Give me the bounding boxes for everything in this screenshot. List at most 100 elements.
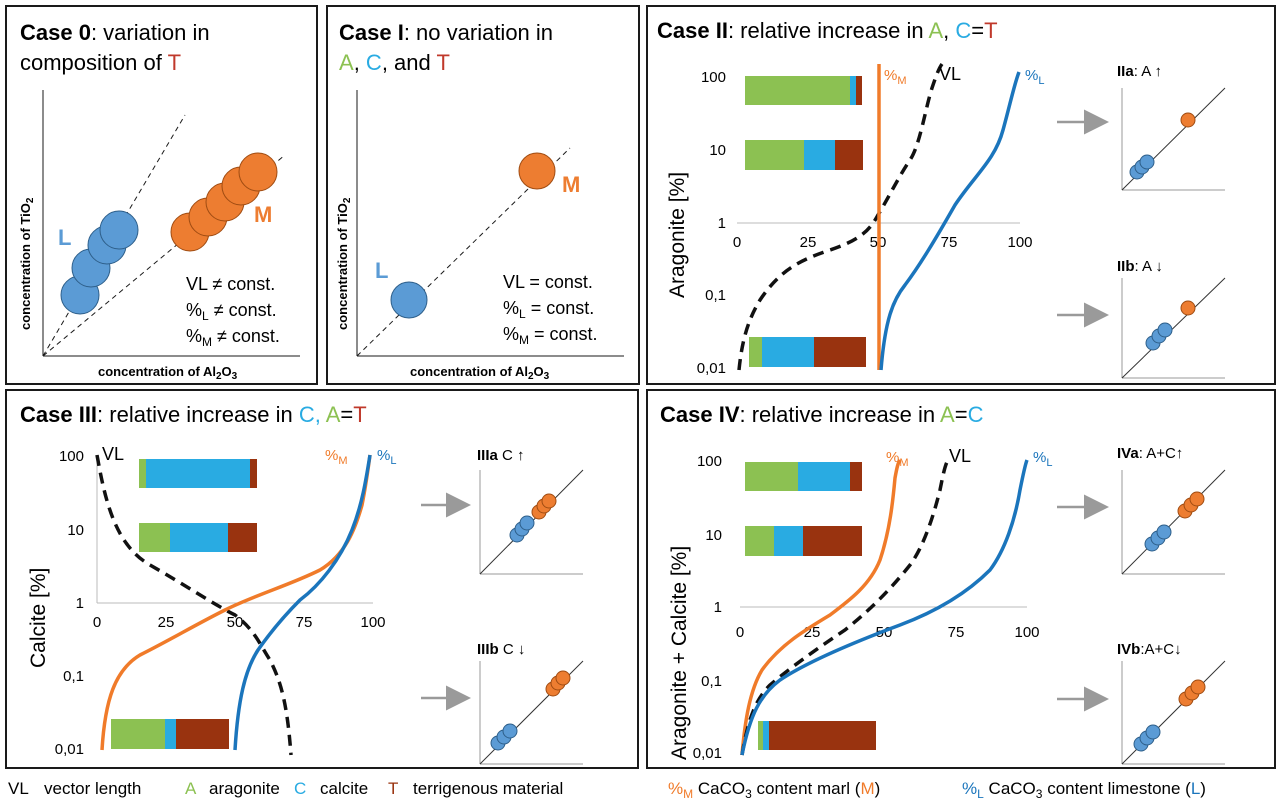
point-M: [518, 152, 556, 190]
bar-calcite: [170, 523, 228, 552]
panel-title: Case IV: relative increase in A=C: [660, 402, 984, 427]
marl-curve: [740, 459, 902, 756]
panel-case-4: Case IV: relative increase in A=C Aragon…: [646, 389, 1276, 769]
mini-point-M: [1180, 112, 1196, 128]
legend-a-key: A: [185, 779, 197, 798]
x-tick: 100: [360, 614, 385, 631]
point-L: [390, 281, 428, 319]
y-tick: 0,1: [701, 673, 722, 690]
panel-title-line2: A, C, and T: [339, 50, 450, 75]
subcase-a-title: IIIa C ↑: [477, 447, 525, 464]
y-tick: 0,1: [705, 287, 726, 304]
label-vl: VL: [939, 64, 961, 84]
subcase-b-title: IIIb C ↓: [477, 641, 525, 658]
bar-calcite: [762, 337, 814, 367]
y-tick: 1: [718, 215, 726, 232]
point-M: [238, 152, 278, 192]
label-pm: %M: [884, 67, 907, 87]
bar-terrigenous: [228, 523, 257, 552]
bar-aragonite: [111, 719, 165, 749]
vl-curve: [740, 459, 950, 756]
panel-case-2: Case II: relative increase in A, C=T Ara…: [646, 5, 1276, 385]
bar-calcite: [165, 719, 176, 749]
stat-pm: %M = const.: [503, 324, 598, 347]
bar-aragonite: [749, 337, 762, 367]
x-tick: 100: [1007, 234, 1032, 251]
x-tick: 75: [296, 614, 313, 631]
x-tick-labels: 0 25 50 75 100: [736, 624, 1040, 641]
mini-plot-b: [1121, 277, 1226, 379]
y-tick: 100: [59, 448, 84, 465]
stat-pm: %M ≠ const.: [186, 326, 280, 349]
bar-aragonite: [139, 459, 146, 488]
panel-title-line2: composition of T: [20, 50, 181, 75]
y-tick: 1: [714, 599, 722, 616]
composition-bar-10: [139, 523, 257, 552]
y-tick: 10: [709, 142, 726, 159]
legend-vl-key: VL: [8, 779, 29, 798]
y-axis-label: Calcite [%]: [27, 568, 50, 668]
panel-border: [5, 389, 639, 769]
x-axis-label: concentration of Al2O3: [98, 364, 238, 382]
composition-bar-10: [745, 140, 863, 170]
bar-calcite: [850, 76, 856, 105]
x-tick: 75: [941, 234, 958, 251]
mini-point-L: [519, 515, 535, 531]
composition-bar-001: [758, 721, 876, 750]
mini-point-L: [1156, 524, 1172, 540]
legend-pl: %L CaCO3 content limestone (L): [962, 779, 1206, 801]
bar-terrigenous: [814, 337, 866, 367]
mini-point-M: [1190, 679, 1206, 695]
subcase-b-title: IIb: A ↓: [1117, 258, 1163, 275]
legend-vl-text: vector length: [44, 779, 141, 798]
x-tick: 0: [733, 234, 741, 251]
legend-pm: %M CaCO3 content marl (M): [668, 779, 880, 801]
x-tick-labels: 0 25 50 75 100: [93, 614, 386, 631]
legend-t-text: terrigenous material: [413, 779, 563, 798]
y-axis-label: concentration of TiO2: [18, 197, 36, 330]
panel-title: Case II: relative increase in A, C=T: [657, 18, 998, 43]
mini-point-M: [555, 670, 571, 686]
composition-bar-10: [745, 526, 862, 556]
panel-border: [646, 389, 1276, 769]
panel-case-0: Case 0: variation in composition of T L …: [5, 5, 318, 385]
x-axis-label: concentration of Al2O3: [410, 364, 550, 382]
x-tick-labels: 0 25 50 75 100: [733, 234, 1033, 251]
mini-plot-a: [479, 469, 584, 575]
subcase-b-title: IVb:A+C↓: [1117, 641, 1182, 658]
label-vl: VL: [949, 446, 971, 466]
stat-vl: VL ≠ const.: [186, 274, 275, 294]
label-pm: %M: [886, 449, 909, 469]
panel-border: [5, 5, 318, 385]
x-tick: 25: [800, 234, 817, 251]
bar-terrigenous: [250, 459, 257, 488]
legend-t-key: T: [388, 779, 398, 798]
y-tick: 100: [697, 453, 722, 470]
label-L: L: [375, 258, 388, 283]
panel-title: Case I: no variation in: [339, 20, 553, 45]
composition-bar-001: [749, 337, 866, 367]
limestone-curve: [233, 454, 372, 751]
bar-calcite: [804, 140, 835, 170]
legend-a-text: aragonite: [209, 779, 280, 798]
label-vl: VL: [102, 444, 124, 464]
bar-calcite: [798, 462, 850, 491]
mini-point-L: [1157, 322, 1173, 338]
y-tick: 1: [76, 595, 84, 612]
mini-diagonal: [1121, 277, 1226, 379]
y-tick: 0,1: [63, 668, 84, 685]
composition-bar-100: [139, 459, 257, 488]
mixing-line: [356, 147, 571, 357]
mini-point-M: [541, 493, 557, 509]
panel-case-3: Case III: relative increase in C, A=T Ca…: [5, 389, 639, 769]
point-L: [99, 210, 139, 250]
vl-curve: [95, 454, 293, 756]
limestone-curve: [740, 459, 1029, 756]
bar-aragonite: [139, 523, 170, 552]
mini-plot-a: [1121, 87, 1226, 191]
bar-aragonite: [745, 462, 798, 491]
composition-bar-100: [745, 462, 862, 491]
subcase-a-title: IIa: A ↑: [1117, 63, 1162, 80]
label-pl: %L: [1025, 67, 1044, 87]
